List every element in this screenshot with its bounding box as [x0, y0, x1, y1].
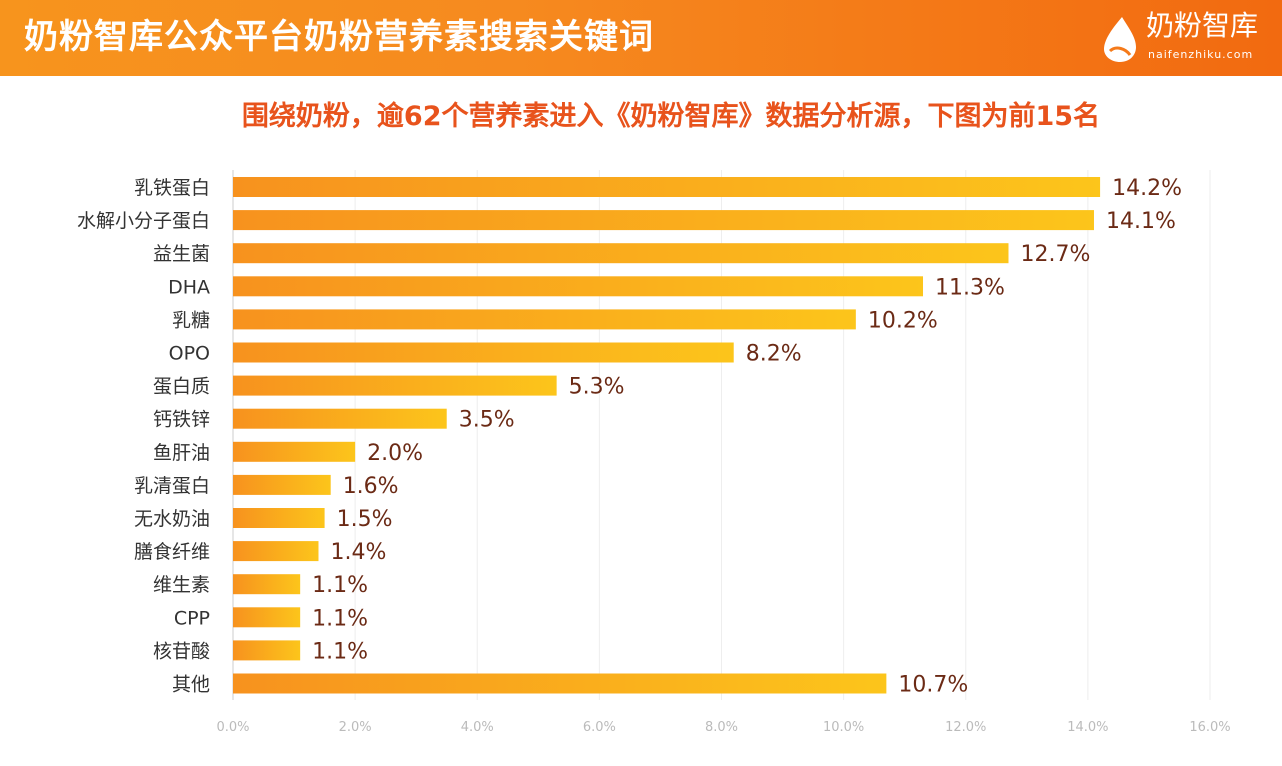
x-tick-label: 8.0%: [705, 720, 738, 735]
bar: [233, 673, 887, 694]
x-tick-label: 10.0%: [823, 720, 864, 735]
value-label: 1.6%: [343, 474, 399, 499]
category-label: 膳食纤维: [134, 541, 210, 563]
value-label: 8.2%: [746, 342, 802, 367]
category-label: 鱼肝油: [153, 442, 210, 464]
bar: [233, 640, 301, 661]
category-label: 水解小分子蛋白: [77, 210, 210, 232]
value-label: 12.7%: [1020, 242, 1090, 267]
drop-logo-icon: [1104, 17, 1136, 62]
bar: [233, 276, 924, 297]
category-label: 乳铁蛋白: [134, 177, 210, 199]
bar: [233, 210, 1094, 231]
x-tick-label: 6.0%: [583, 720, 616, 735]
category-label: 钙铁锌: [153, 409, 210, 431]
value-label: 11.3%: [935, 275, 1005, 300]
header-banner: 奶粉智库公众平台奶粉营养素搜索关键词 奶粉智库 naifenzhiku.com: [0, 0, 1282, 76]
bar: [233, 177, 1101, 197]
category-label: CPP: [174, 607, 210, 629]
value-label: 1.5%: [337, 507, 393, 532]
category-label: 益生菌: [153, 243, 210, 265]
category-label: 维生素: [153, 574, 210, 596]
bar: [233, 541, 319, 562]
bar: [233, 607, 301, 628]
category-label: DHA: [168, 276, 210, 298]
x-tick-label: 16.0%: [1189, 720, 1230, 735]
category-label: OPO: [169, 343, 210, 365]
logo-url: naifenzhiku.com: [1148, 48, 1254, 61]
bar: [233, 474, 331, 495]
value-label: 14.2%: [1112, 176, 1182, 201]
value-label: 10.2%: [868, 308, 938, 333]
bar: [233, 309, 856, 330]
bar: [233, 243, 1009, 264]
logo-name: 奶粉智库: [1146, 9, 1259, 42]
category-label: 乳糖: [172, 309, 210, 331]
value-label: 1.1%: [312, 606, 368, 631]
bar: [233, 375, 557, 396]
value-label: 3.5%: [459, 408, 515, 433]
logo: 奶粉智库 naifenzhiku.com: [1100, 10, 1275, 68]
bar: [233, 574, 301, 595]
category-label: 无水奶油: [134, 508, 210, 530]
value-label: 1.4%: [330, 540, 386, 565]
category-label: 其他: [172, 674, 210, 696]
category-label: 蛋白质: [153, 376, 210, 398]
value-label: 1.1%: [312, 573, 368, 598]
value-label: 10.7%: [898, 673, 968, 698]
bar: [233, 441, 356, 462]
category-label: 乳清蛋白: [134, 475, 210, 497]
bar: [233, 342, 734, 363]
x-tick-label: 4.0%: [461, 720, 494, 735]
x-tick-label: 12.0%: [945, 720, 986, 735]
x-tick-label: 0.0%: [216, 720, 249, 735]
bar: [233, 408, 447, 429]
value-label: 1.1%: [312, 639, 368, 664]
value-label: 14.1%: [1106, 209, 1176, 234]
bar: [233, 508, 325, 528]
value-label: 5.3%: [569, 375, 625, 400]
page-title: 奶粉智库公众平台奶粉营养素搜索关键词: [24, 17, 654, 57]
value-label: 2.0%: [367, 441, 423, 466]
category-label: 核苷酸: [153, 640, 210, 662]
x-tick-label: 2.0%: [339, 720, 372, 735]
chart-subtitle: 围绕奶粉，逾62个营养素进入《奶粉智库》数据分析源，下图为前15名: [241, 101, 1101, 132]
x-tick-label: 14.0%: [1067, 720, 1108, 735]
